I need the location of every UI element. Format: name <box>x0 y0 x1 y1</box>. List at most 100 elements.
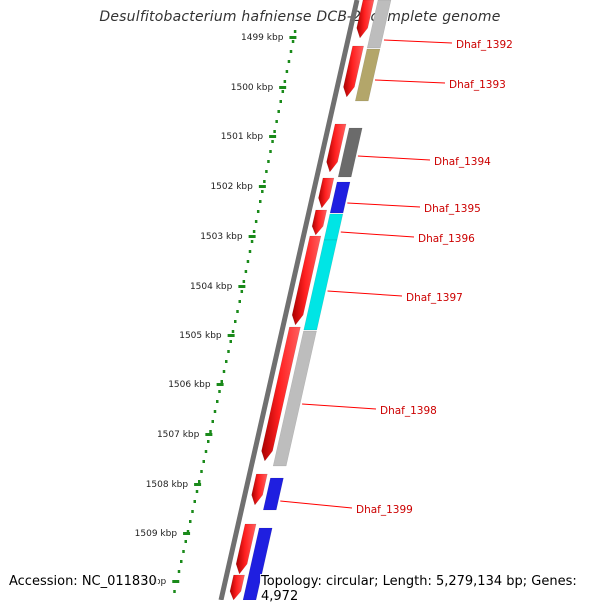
ruler-dot <box>263 180 266 183</box>
cds-arrow <box>235 523 257 575</box>
ruler-dot <box>222 370 226 373</box>
gene-leader-line <box>340 231 415 238</box>
ruler-dot <box>207 440 210 443</box>
ruler-dot <box>252 230 256 233</box>
ruler-dot <box>265 170 268 173</box>
gene-category-block <box>323 213 344 241</box>
ruler-tick-label: 1508 kbp <box>146 480 189 490</box>
ruler-dot <box>218 390 221 393</box>
accession-text: Accession: NC_011830 <box>8 574 158 589</box>
genome-backbone <box>218 0 360 600</box>
ruler-dot <box>240 290 244 293</box>
gene-label: Dhaf_1397 <box>406 292 463 304</box>
ruler-dot <box>269 150 272 153</box>
gene-leader-line <box>327 290 403 297</box>
ruler-dot <box>250 240 254 243</box>
ruler-dot <box>220 380 223 383</box>
gene-leader-line <box>383 39 453 44</box>
ruler-tick <box>183 532 191 535</box>
ruler-dot <box>209 430 212 433</box>
ruler-tick-label: 1502 kbp <box>210 182 253 192</box>
ruler-dot <box>242 280 246 283</box>
ruler-dot <box>186 530 190 533</box>
ruler-tick <box>227 334 235 337</box>
ruler-tick-label: 1504 kbp <box>190 282 233 292</box>
ruler-dot <box>177 570 181 573</box>
ruler-dot <box>246 260 250 263</box>
ruler-dot <box>277 110 280 113</box>
map-title: Desulfitobacterium hafniense DCB-2, comp… <box>99 9 501 25</box>
gene-category-block <box>354 48 381 102</box>
cds-arrow <box>229 574 245 600</box>
ruler-tick <box>172 580 180 583</box>
ruler-dot <box>204 450 208 453</box>
ruler-dot <box>229 340 232 343</box>
ruler-dot <box>234 320 237 323</box>
ruler-dot <box>279 100 282 103</box>
ruler-tick-label: 1506 kbp <box>168 380 211 390</box>
gene-category-block <box>272 330 317 467</box>
cds-arrow <box>311 209 328 236</box>
ruler-tick <box>194 483 202 486</box>
ruler-dot <box>259 200 262 203</box>
ruler-dot <box>198 480 201 483</box>
ruler-tick <box>238 285 246 288</box>
ruler-tick-label: 1507 kbp <box>157 430 200 440</box>
ruler-tick-label: 1509 kbp <box>135 529 178 539</box>
ruler-dot <box>227 350 230 353</box>
ruler-dot <box>283 80 287 83</box>
ruler-tick <box>205 433 213 436</box>
ruler-tick-label: 1501 kbp <box>221 132 264 142</box>
ruler-dot <box>195 490 199 493</box>
cds-arrow <box>251 473 268 506</box>
topology-text: Topology: circular; Length: 5,279,134 bp… <box>260 574 600 604</box>
cds-arrow <box>291 235 322 326</box>
ruler-dot <box>225 360 228 363</box>
ruler-dot <box>236 310 239 313</box>
ruler-dot <box>256 210 260 213</box>
gene-leader-line <box>302 403 377 410</box>
ruler-tick-label: 1505 kbp <box>179 331 222 341</box>
gene-leader-line <box>280 500 353 509</box>
gene-label: Dhaf_1399 <box>356 504 413 516</box>
ruler-dot <box>293 30 297 33</box>
ruler-tick <box>279 86 287 89</box>
ruler-dot <box>238 300 241 303</box>
ruler-dot <box>287 60 291 63</box>
ruler-tick <box>289 36 297 39</box>
ruler-dot <box>191 510 194 513</box>
ruler-dot <box>273 130 276 133</box>
gene-leader-line <box>357 155 431 161</box>
cds-arrow <box>318 177 335 209</box>
gene-category-block <box>329 181 351 214</box>
cds-arrow <box>326 123 347 173</box>
cds-arrow <box>356 0 375 39</box>
ruler-dot <box>281 90 285 93</box>
ruler-dot <box>267 160 270 163</box>
ruler-dot <box>200 470 203 473</box>
ruler-dot <box>193 500 196 503</box>
ruler-dot <box>291 40 295 43</box>
ruler-dot <box>271 140 274 143</box>
ruler-tick <box>248 235 256 238</box>
gene-leader-line <box>347 202 421 208</box>
ruler-dot <box>216 400 219 403</box>
ruler-dot <box>244 270 248 273</box>
ruler-dot <box>173 590 176 593</box>
ruler-dot <box>231 330 235 333</box>
ruler-tick <box>258 185 266 188</box>
ruler-dot <box>275 120 278 123</box>
ruler-dot <box>211 420 214 423</box>
ruler-dot <box>213 410 217 413</box>
gene-label: Dhaf_1398 <box>380 405 437 417</box>
ruler-dot <box>261 190 264 193</box>
ruler-dot <box>285 70 289 73</box>
gene-category-block <box>262 477 284 511</box>
ruler-tick-label: 1503 kbp <box>200 232 243 242</box>
gene-label: Dhaf_1392 <box>456 39 513 51</box>
ruler-tick <box>216 383 224 386</box>
ruler-dot <box>189 520 192 523</box>
ruler-dot <box>202 460 205 463</box>
gene-label: Dhaf_1396 <box>418 233 475 245</box>
